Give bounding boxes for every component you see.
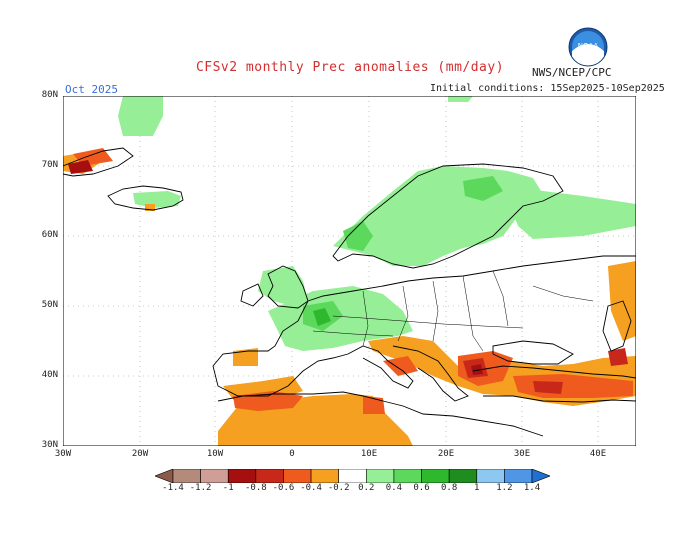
colorbar-swatch	[476, 468, 505, 484]
colorbar-tick-label: 0.6	[413, 483, 430, 493]
map-svg	[62, 95, 637, 447]
colorbar-swatch	[504, 468, 533, 484]
lon-label: 10E	[360, 449, 378, 459]
country-borders	[312, 270, 594, 352]
colorbar-tick-label: 1.4	[523, 483, 541, 493]
colorbar-swatch	[366, 468, 395, 484]
colorbar-tick-label: 1	[474, 483, 480, 493]
agency-label: NWS/NCEP/CPC	[532, 66, 612, 79]
precip-anomaly-map	[62, 95, 637, 447]
lon-label: 40E	[589, 449, 607, 459]
lon-label: 20E	[437, 449, 455, 459]
colorbar-swatch	[172, 468, 201, 484]
lon-label: 30E	[513, 449, 531, 459]
lon-label: 10W	[206, 449, 224, 459]
colorbar-swatch	[255, 468, 284, 484]
colorbar-swatch	[227, 468, 257, 484]
colorbar-tick-label: -0.8	[245, 483, 267, 493]
colorbar-tick-label: -0.6	[272, 483, 295, 493]
noaa-logo: NOAA	[568, 27, 608, 67]
lat-label: 40N	[41, 370, 58, 380]
colorbar	[154, 468, 551, 487]
colorbar-tick-label: -1.2	[189, 483, 212, 493]
colorbar-tick-label: 1.2	[496, 483, 513, 493]
colorbar-swatch	[200, 468, 229, 484]
colorbar-tick-label: -1	[222, 483, 234, 493]
initial-conditions: Initial conditions: 15Sep2025-10Sep2025	[430, 83, 665, 94]
logo-lettering: NOAA	[578, 42, 599, 50]
colorbar-tick-label: -0.2	[327, 483, 350, 493]
positive-anomaly-areas	[118, 96, 636, 351]
strongest-positive-anomaly-areas	[313, 308, 331, 326]
colorbar-svg	[154, 468, 551, 484]
colorbar-tick-label: -0.4	[300, 483, 322, 493]
colorbar-swatch	[421, 468, 450, 484]
lon-label: 20W	[131, 449, 149, 459]
extreme-negative-anomaly-areas	[68, 160, 483, 375]
lat-label: 80N	[41, 90, 58, 100]
lat-label: 50N	[41, 300, 58, 310]
colorbar-arrow-left	[154, 468, 174, 484]
colorbar-swatch	[338, 468, 367, 484]
lon-label: 30W	[54, 449, 72, 459]
forecast-month: Oct 2025	[65, 83, 118, 96]
colorbar-swatch	[310, 468, 339, 484]
lat-label: 60N	[41, 230, 58, 240]
colorbar-swatch	[448, 468, 478, 484]
lon-label: 0	[289, 449, 295, 459]
colorbar-swatch	[393, 468, 422, 484]
colorbar-tick-label: 0.4	[385, 483, 403, 493]
colorbar-tick-label: 0.2	[358, 483, 375, 493]
lat-label: 70N	[41, 160, 58, 170]
chart-title: CFSv2 monthly Prec anomalies (mm/day)	[195, 60, 505, 75]
colorbar-arrow-right	[531, 468, 551, 484]
colorbar-tick-label: -1.4	[162, 483, 184, 493]
coastlines	[62, 147, 637, 437]
lat-label: 30N	[41, 440, 58, 450]
colorbar-swatch	[283, 468, 312, 484]
colorbar-tick-label: 0.8	[441, 483, 458, 493]
